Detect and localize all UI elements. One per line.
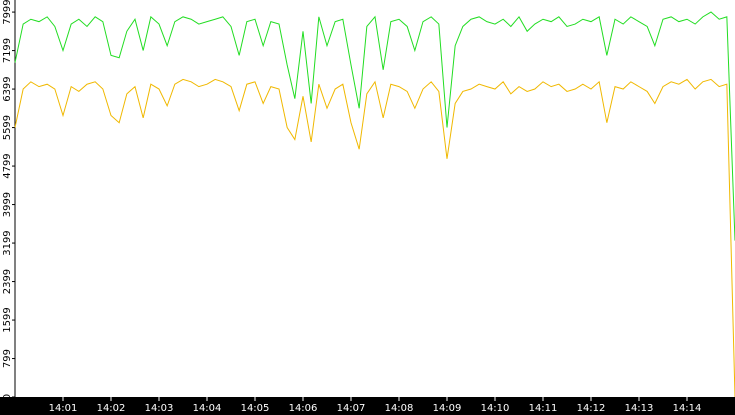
y-tick-label: 7199 xyxy=(2,38,13,63)
y-tick-label: 4799 xyxy=(2,153,13,178)
x-axis-strip xyxy=(0,397,735,415)
x-tick-label: 14:10 xyxy=(481,403,510,414)
x-tick-label: 14:05 xyxy=(241,403,270,414)
x-tick-label: 14:07 xyxy=(337,403,366,414)
x-tick-label: 14:03 xyxy=(145,403,174,414)
x-tick-label: 14:01 xyxy=(49,403,78,414)
x-tick-label: 14:08 xyxy=(385,403,414,414)
y-tick-label: 3199 xyxy=(2,230,13,255)
x-tick-label: 14:02 xyxy=(97,403,126,414)
y-tick-label: 0 xyxy=(2,394,13,400)
x-tick-label: 14:12 xyxy=(577,403,606,414)
line-series xyxy=(14,11,735,241)
y-tick-label: 799 xyxy=(2,349,13,368)
y-tick-label: 1599 xyxy=(2,307,13,332)
y-tick-label: 2399 xyxy=(2,269,13,294)
x-tick-label: 14:11 xyxy=(529,403,558,414)
x-tick-label: 14:04 xyxy=(193,403,222,414)
x-tick-label: 14:06 xyxy=(289,403,318,414)
x-tick-label: 14:14 xyxy=(673,403,702,414)
y-tick-label: 5599 xyxy=(2,115,13,140)
y-tick-label: 3999 xyxy=(2,192,13,217)
y-tick-label: 6399 xyxy=(2,76,13,101)
x-tick-label: 14:13 xyxy=(625,403,654,414)
line-series xyxy=(14,78,735,398)
x-tick-label: 14:09 xyxy=(433,403,462,414)
y-tick-label: 7999 xyxy=(2,0,13,25)
